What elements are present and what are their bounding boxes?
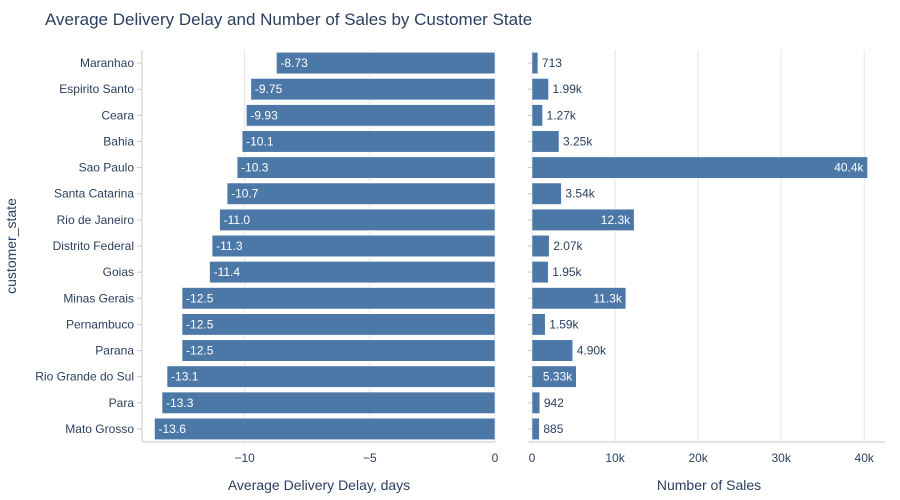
sales-bar-label: 3.54k: [565, 187, 595, 201]
category-label: Bahia: [103, 134, 134, 148]
left-x-tick-label: −10: [234, 451, 255, 465]
sales-bar-label: 942: [544, 396, 564, 410]
left-x-axis-title: Average Delivery Delay, days: [228, 477, 410, 493]
category-label: Goias: [103, 265, 134, 279]
delay-bar: [166, 365, 496, 388]
sales-bar-label: 1.95k: [552, 265, 582, 279]
category-label: Rio Grande do Sul: [35, 370, 134, 384]
sales-bar-label: 1.99k: [553, 82, 583, 96]
sales-bar-label: 11.3k: [593, 291, 622, 305]
sales-bar-label: 4.90k: [577, 344, 607, 358]
category-label: Ceara: [101, 108, 134, 122]
delay-bar: [181, 287, 496, 310]
chart-marks: −10 −5 0 0 10k 20k 30k 40k Maranhao -8.73 713 Espir…: [35, 50, 885, 465]
sales-bar-label: 40.4k: [834, 161, 864, 175]
delay-bar: [181, 339, 496, 362]
sales-bar: [531, 208, 635, 231]
delay-bar: [154, 417, 496, 440]
delay-bar: [219, 208, 496, 231]
delay-bar: [236, 156, 496, 179]
delay-bar-label: -13.1: [171, 370, 199, 384]
delay-bar-label: -8.73: [280, 56, 308, 70]
sales-bar: [531, 287, 627, 310]
left-x-tick-label: 0: [492, 451, 499, 465]
delay-bar: [161, 391, 496, 414]
sales-bar: [531, 130, 560, 153]
category-label: Para: [109, 396, 135, 410]
sales-bar: [531, 235, 550, 257]
sales-bar-label: 3.25k: [563, 134, 593, 148]
sales-bar: [531, 78, 549, 101]
delay-bar-label: -12.5: [186, 344, 214, 358]
sales-bar: [531, 156, 868, 179]
delay-bar-label: -10.7: [231, 187, 259, 201]
delay-bar: [181, 313, 496, 336]
sales-bar-label: 2.07k: [553, 239, 583, 253]
category-label: Espirito Santo: [59, 82, 134, 96]
right-x-tick-label: 20k: [688, 451, 708, 465]
right-x-tick-label: 30k: [771, 451, 791, 465]
right-x-axis-title: Number of Sales: [657, 477, 761, 493]
delay-bar-label: -11.3: [216, 239, 243, 253]
sales-bar: [531, 261, 549, 284]
sales-bar: [531, 52, 539, 75]
delay-bar-label: -9.93: [250, 108, 278, 122]
delay-bar-label: -11.4: [214, 265, 241, 279]
delay-bar-label: -13.3: [166, 396, 194, 410]
sales-bar-label: 1.59k: [549, 317, 579, 331]
delay-bar-label: -12.5: [186, 291, 214, 305]
left-x-tick-label: −5: [363, 451, 377, 465]
category-label: Rio de Janeiro: [57, 213, 135, 227]
sales-bar: [531, 391, 541, 414]
delay-bar: [211, 235, 496, 257]
sales-bar-label: 885: [543, 422, 563, 436]
right-x-tick-label: 40k: [855, 451, 875, 465]
sales-bar: [531, 182, 562, 205]
delay-bar: [276, 52, 496, 75]
category-label: Pernambuco: [66, 317, 134, 331]
category-label: Santa Catarina: [54, 187, 134, 201]
y-axis-title: customer_state: [3, 198, 19, 294]
sales-bar-label: 12.3k: [601, 213, 631, 227]
sales-bar: [531, 365, 577, 388]
sales-bar: [531, 104, 543, 127]
delay-bar: [246, 104, 496, 127]
sales-bar-label: 1.27k: [547, 108, 577, 122]
category-label: Distrito Federal: [53, 239, 134, 253]
delay-bar-label: -10.3: [241, 161, 269, 175]
category-label: Minas Gerais: [63, 291, 134, 305]
delay-bar-label: -10.1: [246, 134, 274, 148]
right-x-tick-label: 0: [529, 451, 536, 465]
category-label: Parana: [95, 344, 134, 358]
right-x-tick-label: 10k: [605, 451, 625, 465]
chart-title: Average Delivery Delay and Number of Sal…: [45, 10, 532, 29]
sales-bar-label: 5.33k: [543, 370, 573, 384]
delay-bar: [226, 182, 496, 205]
category-label: Maranhao: [80, 56, 134, 70]
sales-bar: [531, 339, 573, 362]
category-label: Mato Grosso: [65, 422, 134, 436]
delay-bar: [250, 78, 496, 101]
delay-bar-label: -9.75: [255, 82, 283, 96]
delay-bar-label: -11.0: [224, 213, 251, 227]
delay-bar: [209, 261, 496, 284]
category-label: Sao Paulo: [79, 161, 135, 175]
delay-bar-label: -13.6: [159, 422, 187, 436]
sales-bar-label: 713: [542, 56, 562, 70]
delay-bar: [241, 130, 496, 153]
sales-bar: [531, 313, 546, 336]
delay-bar-label: -12.5: [186, 317, 214, 331]
sales-bar: [531, 417, 540, 440]
